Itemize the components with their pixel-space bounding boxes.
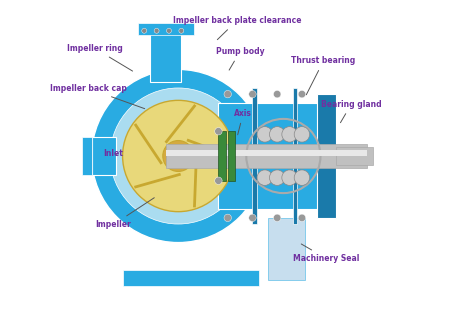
FancyBboxPatch shape: [166, 144, 367, 168]
Circle shape: [257, 170, 273, 185]
Circle shape: [179, 28, 184, 33]
Circle shape: [282, 127, 297, 142]
Text: Machinery Seal: Machinery Seal: [293, 244, 360, 263]
Circle shape: [215, 128, 222, 135]
Circle shape: [249, 90, 256, 98]
Circle shape: [269, 170, 285, 185]
Circle shape: [273, 214, 281, 222]
Circle shape: [224, 214, 231, 222]
Circle shape: [257, 127, 273, 142]
Circle shape: [294, 127, 310, 142]
Text: Impeller ring: Impeller ring: [67, 44, 133, 71]
Circle shape: [294, 170, 310, 185]
Circle shape: [123, 100, 234, 212]
FancyBboxPatch shape: [166, 150, 367, 156]
FancyBboxPatch shape: [150, 29, 182, 82]
Circle shape: [142, 28, 147, 33]
FancyBboxPatch shape: [336, 147, 373, 165]
Circle shape: [224, 90, 231, 98]
Polygon shape: [123, 271, 259, 286]
FancyBboxPatch shape: [219, 104, 327, 208]
Polygon shape: [82, 138, 91, 174]
FancyBboxPatch shape: [91, 138, 117, 174]
Circle shape: [91, 69, 265, 243]
Polygon shape: [219, 131, 226, 181]
Circle shape: [249, 214, 256, 222]
Text: Impeller back cap: Impeller back cap: [50, 84, 145, 109]
Circle shape: [110, 88, 246, 224]
Circle shape: [269, 127, 285, 142]
Polygon shape: [138, 23, 194, 35]
Text: Impeller back plate clearance: Impeller back plate clearance: [173, 16, 301, 40]
Polygon shape: [292, 88, 297, 224]
Circle shape: [298, 90, 306, 98]
Text: Thrust bearing: Thrust bearing: [292, 56, 356, 95]
Circle shape: [154, 28, 159, 33]
Text: Pump body: Pump body: [216, 47, 264, 70]
Circle shape: [215, 177, 222, 184]
Text: Bearing gland: Bearing gland: [321, 100, 382, 123]
Text: Impeller: Impeller: [95, 198, 154, 229]
Circle shape: [298, 214, 306, 222]
Polygon shape: [318, 94, 336, 218]
Polygon shape: [228, 131, 236, 181]
Text: Axis: Axis: [234, 109, 252, 135]
Circle shape: [163, 140, 194, 172]
Polygon shape: [253, 88, 257, 224]
Polygon shape: [268, 218, 305, 280]
Circle shape: [273, 90, 281, 98]
Text: Inlet: Inlet: [103, 149, 123, 158]
Circle shape: [282, 170, 297, 185]
Circle shape: [166, 28, 172, 33]
